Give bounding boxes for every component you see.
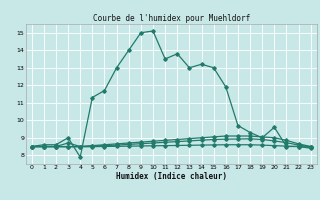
X-axis label: Humidex (Indice chaleur): Humidex (Indice chaleur): [116, 172, 227, 181]
Title: Courbe de l'humidex pour Muehldorf: Courbe de l'humidex pour Muehldorf: [92, 14, 250, 23]
